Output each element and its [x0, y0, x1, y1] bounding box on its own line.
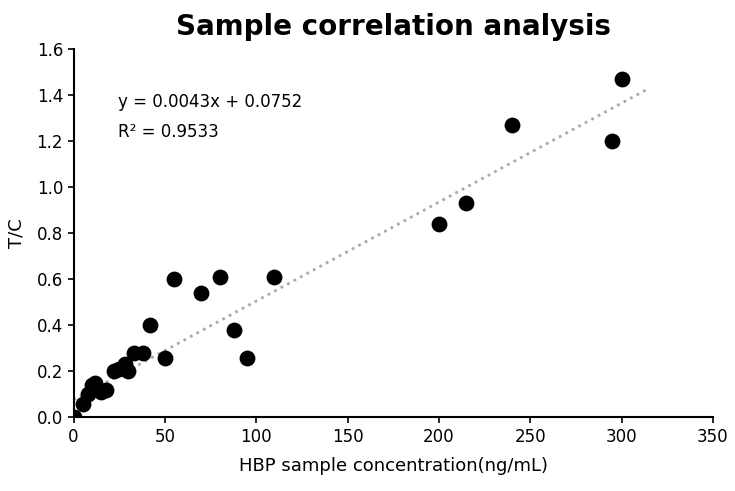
Point [506, 121, 518, 129]
Point [76, 400, 88, 408]
Text: R² = 0.9533: R² = 0.9533 [118, 123, 219, 141]
Point [95, 388, 107, 396]
Point [82, 390, 94, 398]
Point [229, 326, 240, 334]
Y-axis label: T/C: T/C [7, 218, 26, 248]
Point [606, 137, 618, 145]
Point [168, 275, 180, 283]
Point [90, 379, 101, 387]
Point [86, 381, 98, 389]
Text: y = 0.0043x + 0.0752: y = 0.0043x + 0.0752 [118, 93, 303, 111]
Point [616, 75, 628, 83]
Point [128, 349, 140, 357]
Point [268, 273, 280, 281]
Point [214, 273, 226, 281]
Point [68, 413, 79, 421]
Point [119, 360, 131, 368]
Point [123, 367, 135, 375]
Point [101, 386, 112, 394]
Point [113, 365, 125, 373]
Point [241, 354, 253, 361]
Point [144, 322, 156, 329]
X-axis label: HBP sample concentration(ng/mL): HBP sample concentration(ng/mL) [239, 457, 548, 475]
Point [137, 349, 148, 357]
Point [108, 367, 120, 375]
Point [433, 220, 445, 228]
Point [159, 354, 171, 361]
Point [460, 199, 472, 207]
Title: Sample correlation analysis: Sample correlation analysis [176, 13, 611, 41]
Point [196, 289, 207, 297]
